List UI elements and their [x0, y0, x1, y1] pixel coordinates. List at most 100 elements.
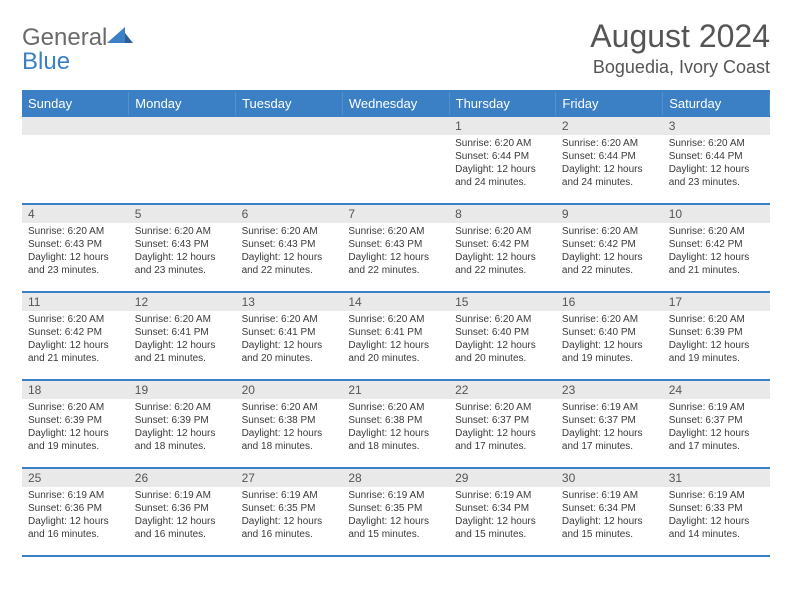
sunset-line: Sunset: 6:36 PM: [135, 502, 230, 515]
sunrise-line: Sunrise: 6:20 AM: [242, 401, 337, 414]
sunset-line: Sunset: 6:36 PM: [28, 502, 123, 515]
day-body: Sunrise: 6:20 AMSunset: 6:44 PMDaylight:…: [663, 135, 770, 193]
sunset-line: Sunset: 6:35 PM: [242, 502, 337, 515]
day-body: Sunrise: 6:19 AMSunset: 6:37 PMDaylight:…: [556, 399, 663, 457]
sunrise-line: Sunrise: 6:20 AM: [242, 225, 337, 238]
daylight-line: Daylight: 12 hours and 16 minutes.: [135, 515, 230, 541]
sunrise-line: Sunrise: 6:20 AM: [455, 137, 550, 150]
daylight-line: Daylight: 12 hours and 19 minutes.: [28, 427, 123, 453]
calendar-cell: 19Sunrise: 6:20 AMSunset: 6:39 PMDayligh…: [129, 380, 236, 468]
calendar-cell: 24Sunrise: 6:19 AMSunset: 6:37 PMDayligh…: [663, 380, 770, 468]
sunrise-line: Sunrise: 6:20 AM: [242, 313, 337, 326]
day-body: Sunrise: 6:19 AMSunset: 6:34 PMDaylight:…: [556, 487, 663, 545]
day-number: 29: [449, 469, 556, 487]
day-number: 3: [663, 117, 770, 135]
sunrise-line: Sunrise: 6:20 AM: [135, 313, 230, 326]
calendar-cell-empty: [22, 116, 129, 204]
day-body: Sunrise: 6:20 AMSunset: 6:39 PMDaylight:…: [663, 311, 770, 369]
calendar-cell: 21Sunrise: 6:20 AMSunset: 6:38 PMDayligh…: [342, 380, 449, 468]
day-number: 12: [129, 293, 236, 311]
day-body: Sunrise: 6:20 AMSunset: 6:39 PMDaylight:…: [129, 399, 236, 457]
daylight-line: Daylight: 12 hours and 19 minutes.: [562, 339, 657, 365]
day-header: Wednesday: [342, 91, 449, 116]
day-number: 2: [556, 117, 663, 135]
daylight-line: Daylight: 12 hours and 23 minutes.: [28, 251, 123, 277]
calendar-cell: 6Sunrise: 6:20 AMSunset: 6:43 PMDaylight…: [236, 204, 343, 292]
sunrise-line: Sunrise: 6:19 AM: [455, 489, 550, 502]
day-body: Sunrise: 6:20 AMSunset: 6:43 PMDaylight:…: [129, 223, 236, 281]
day-body: Sunrise: 6:20 AMSunset: 6:44 PMDaylight:…: [449, 135, 556, 193]
sunset-line: Sunset: 6:41 PM: [348, 326, 443, 339]
daylight-line: Daylight: 12 hours and 22 minutes.: [562, 251, 657, 277]
sunrise-line: Sunrise: 6:20 AM: [562, 137, 657, 150]
day-body: Sunrise: 6:20 AMSunset: 6:41 PMDaylight:…: [129, 311, 236, 369]
location: Boguedia, Ivory Coast: [590, 57, 770, 78]
daylight-line: Daylight: 12 hours and 15 minutes.: [455, 515, 550, 541]
daylight-line: Daylight: 12 hours and 20 minutes.: [242, 339, 337, 365]
daylight-line: Daylight: 12 hours and 15 minutes.: [348, 515, 443, 541]
calendar-cell: 8Sunrise: 6:20 AMSunset: 6:42 PMDaylight…: [449, 204, 556, 292]
calendar-cell: 18Sunrise: 6:20 AMSunset: 6:39 PMDayligh…: [22, 380, 129, 468]
title-block: August 2024 Boguedia, Ivory Coast: [590, 18, 770, 78]
sunrise-line: Sunrise: 6:20 AM: [455, 401, 550, 414]
calendar-row: 18Sunrise: 6:20 AMSunset: 6:39 PMDayligh…: [22, 380, 770, 468]
day-body: Sunrise: 6:20 AMSunset: 6:42 PMDaylight:…: [22, 311, 129, 369]
sunset-line: Sunset: 6:41 PM: [135, 326, 230, 339]
calendar-cell: 11Sunrise: 6:20 AMSunset: 6:42 PMDayligh…: [22, 292, 129, 380]
day-number: 1: [449, 117, 556, 135]
sunset-line: Sunset: 6:42 PM: [455, 238, 550, 251]
day-number: 17: [663, 293, 770, 311]
daylight-line: Daylight: 12 hours and 22 minutes.: [455, 251, 550, 277]
day-body: Sunrise: 6:20 AMSunset: 6:42 PMDaylight:…: [663, 223, 770, 281]
sunset-line: Sunset: 6:39 PM: [135, 414, 230, 427]
sunset-line: Sunset: 6:43 PM: [348, 238, 443, 251]
month-title: August 2024: [590, 18, 770, 55]
day-number: 8: [449, 205, 556, 223]
day-number: 6: [236, 205, 343, 223]
day-number: 13: [236, 293, 343, 311]
day-number: 25: [22, 469, 129, 487]
calendar-cell: 7Sunrise: 6:20 AMSunset: 6:43 PMDaylight…: [342, 204, 449, 292]
sunset-line: Sunset: 6:40 PM: [562, 326, 657, 339]
day-body: Sunrise: 6:20 AMSunset: 6:43 PMDaylight:…: [236, 223, 343, 281]
day-body: Sunrise: 6:20 AMSunset: 6:42 PMDaylight:…: [556, 223, 663, 281]
day-header: Saturday: [663, 91, 770, 116]
sunset-line: Sunset: 6:41 PM: [242, 326, 337, 339]
daylight-line: Daylight: 12 hours and 19 minutes.: [669, 339, 764, 365]
sunset-line: Sunset: 6:37 PM: [562, 414, 657, 427]
daylight-line: Daylight: 12 hours and 15 minutes.: [562, 515, 657, 541]
sunrise-line: Sunrise: 6:20 AM: [348, 401, 443, 414]
day-body: Sunrise: 6:19 AMSunset: 6:34 PMDaylight:…: [449, 487, 556, 545]
calendar-cell: 3Sunrise: 6:20 AMSunset: 6:44 PMDaylight…: [663, 116, 770, 204]
day-body: Sunrise: 6:20 AMSunset: 6:43 PMDaylight:…: [22, 223, 129, 281]
sunrise-line: Sunrise: 6:20 AM: [135, 225, 230, 238]
sunrise-line: Sunrise: 6:20 AM: [669, 137, 764, 150]
day-header: Friday: [556, 91, 663, 116]
calendar-cell: 16Sunrise: 6:20 AMSunset: 6:40 PMDayligh…: [556, 292, 663, 380]
daylight-line: Daylight: 12 hours and 18 minutes.: [348, 427, 443, 453]
day-body: Sunrise: 6:19 AMSunset: 6:36 PMDaylight:…: [129, 487, 236, 545]
daylight-line: Daylight: 12 hours and 22 minutes.: [242, 251, 337, 277]
sunset-line: Sunset: 6:43 PM: [28, 238, 123, 251]
daylight-line: Daylight: 12 hours and 16 minutes.: [242, 515, 337, 541]
calendar-cell: 26Sunrise: 6:19 AMSunset: 6:36 PMDayligh…: [129, 468, 236, 556]
day-body: Sunrise: 6:19 AMSunset: 6:36 PMDaylight:…: [22, 487, 129, 545]
calendar-row: 4Sunrise: 6:20 AMSunset: 6:43 PMDaylight…: [22, 204, 770, 292]
sunrise-line: Sunrise: 6:19 AM: [135, 489, 230, 502]
sunset-line: Sunset: 6:43 PM: [135, 238, 230, 251]
day-body: Sunrise: 6:19 AMSunset: 6:33 PMDaylight:…: [663, 487, 770, 545]
sunset-line: Sunset: 6:39 PM: [28, 414, 123, 427]
daylight-line: Daylight: 12 hours and 23 minutes.: [135, 251, 230, 277]
calendar-row: 1Sunrise: 6:20 AMSunset: 6:44 PMDaylight…: [22, 116, 770, 204]
sunset-line: Sunset: 6:42 PM: [28, 326, 123, 339]
day-number: 14: [342, 293, 449, 311]
day-number: 28: [342, 469, 449, 487]
calendar-cell: 15Sunrise: 6:20 AMSunset: 6:40 PMDayligh…: [449, 292, 556, 380]
day-number-empty: [22, 117, 129, 135]
calendar-cell-empty: [236, 116, 343, 204]
sunset-line: Sunset: 6:34 PM: [562, 502, 657, 515]
brand-part2: Blue: [22, 48, 70, 75]
sunrise-line: Sunrise: 6:20 AM: [562, 225, 657, 238]
daylight-line: Daylight: 12 hours and 20 minutes.: [348, 339, 443, 365]
day-number-empty: [342, 117, 449, 135]
